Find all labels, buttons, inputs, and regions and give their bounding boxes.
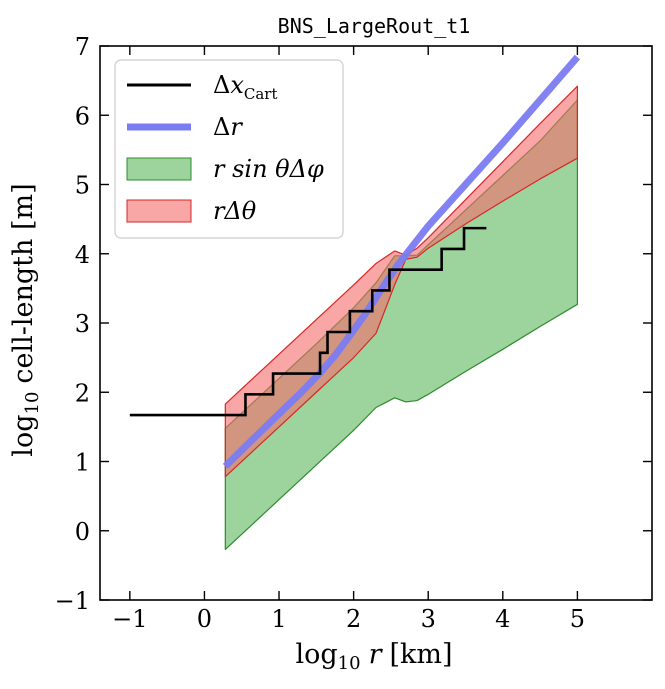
x-tick-label: 4 xyxy=(495,605,510,633)
y-tick-label: −1 xyxy=(55,587,90,615)
legend-swatch-phi xyxy=(126,157,192,181)
y-tick-label: 5 xyxy=(75,172,90,200)
y-axis-label-sub: 10 xyxy=(22,392,43,415)
y-tick-label: 3 xyxy=(75,310,90,338)
legend-box xyxy=(114,59,344,239)
y-tick-label: 0 xyxy=(75,518,90,546)
axes: −1 0 1 2 3 4 5 −1 0 1 2 3 4 5 6 7 xyxy=(55,33,653,633)
y-axis-label: log10 cell-length [m] xyxy=(8,183,43,456)
legend-label-theta: rΔθ xyxy=(213,197,257,225)
line-dx-cart xyxy=(129,226,487,417)
plot-series-group xyxy=(129,54,581,551)
x-tick-label: 1 xyxy=(271,605,286,633)
legend-label-cart: ΔxCart xyxy=(213,71,278,103)
x-axis-label-unit: [km] xyxy=(389,639,452,670)
y-tick-label: 6 xyxy=(75,102,90,130)
y-axis-label-rest: cell-length [m] xyxy=(8,183,39,383)
y-tick-label: 2 xyxy=(75,379,90,407)
legend: ΔxCart Δr r sin θΔφ rΔθ xyxy=(114,59,344,239)
y-tick-label: 1 xyxy=(75,449,90,477)
legend-swatch-theta xyxy=(126,199,192,223)
x-tick-label: 2 xyxy=(346,605,361,633)
x-axis-label-log: log xyxy=(295,639,337,670)
x-tick-label: 0 xyxy=(197,605,212,633)
x-tick-label: −1 xyxy=(112,605,147,633)
legend-label-phi: r sin θΔφ xyxy=(213,155,324,183)
x-tick-label: 5 xyxy=(570,605,585,633)
x-axis-label-var: r xyxy=(369,639,384,670)
legend-label-dr: Δr xyxy=(213,113,243,141)
plot-area xyxy=(129,54,581,551)
x-tick-label: 3 xyxy=(421,605,436,633)
chart-title: BNS_LargeRout_t1 xyxy=(278,14,471,38)
x-axis-label-sub: 10 xyxy=(338,653,361,674)
y-axis-label-log: log xyxy=(8,415,39,457)
line-dr xyxy=(222,54,581,469)
x-axis-label: log10 r [km] xyxy=(295,639,452,674)
y-tick-label: 7 xyxy=(75,33,90,61)
y-tick-label: 4 xyxy=(75,241,90,269)
